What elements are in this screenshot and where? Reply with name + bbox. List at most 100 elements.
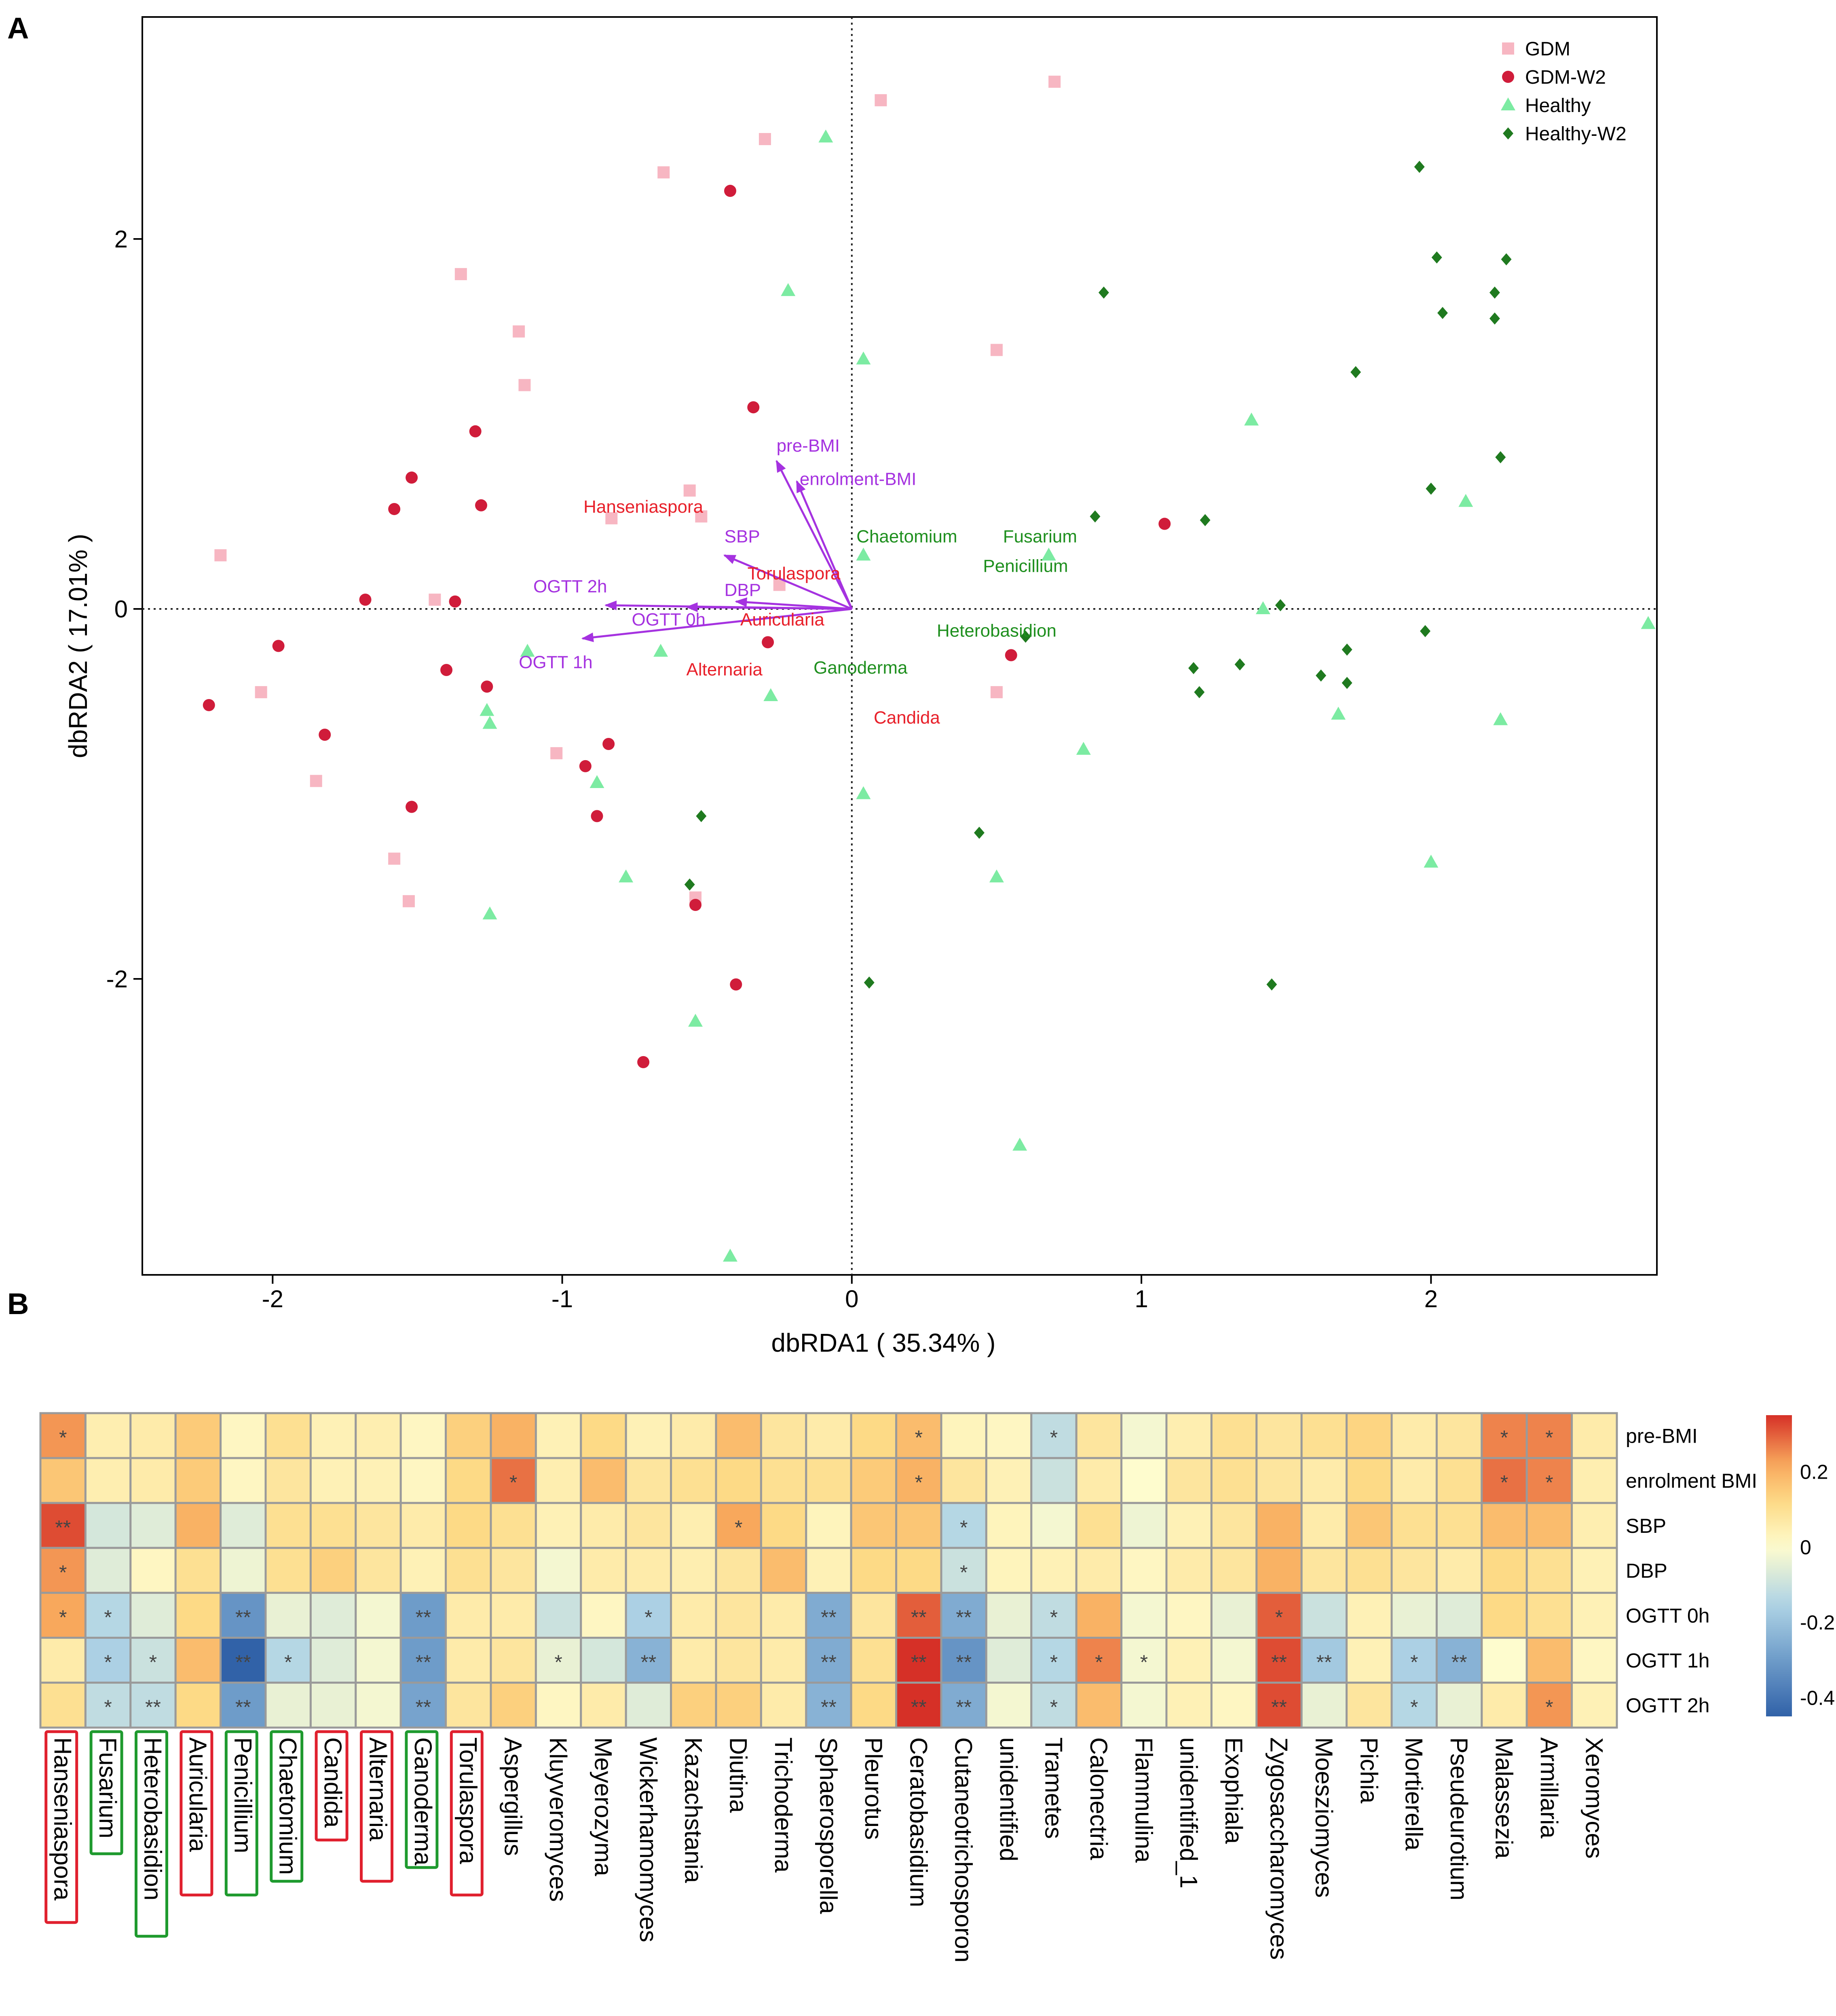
data-point <box>864 976 875 989</box>
data-point <box>591 810 603 822</box>
data-point <box>1331 706 1346 720</box>
heatmap-cell <box>174 1682 222 1729</box>
legend-marker <box>1501 97 1515 110</box>
significance-mark: * <box>1140 1651 1148 1674</box>
data-point <box>875 94 887 106</box>
heatmap-cell <box>940 1457 987 1504</box>
data-point <box>1342 677 1352 689</box>
heatmap-cell <box>805 1502 852 1549</box>
heatmap-cell <box>1030 1412 1078 1459</box>
column-label: Sphaerosporella <box>815 1737 842 1915</box>
heatmap-cell <box>985 1682 1033 1729</box>
heatmap-cell <box>264 1682 312 1729</box>
heatmap-cell <box>1481 1682 1528 1729</box>
column-label: Ganoderma <box>410 1737 437 1866</box>
heatmap-cell <box>1390 1591 1438 1639</box>
data-point <box>310 775 322 787</box>
heatmap-cell <box>220 1637 267 1684</box>
x-tick-label: 0 <box>845 1285 858 1312</box>
heatmap-cell <box>355 1682 402 1729</box>
heatmap-cell <box>1571 1502 1618 1549</box>
heatmap-cell <box>535 1591 582 1639</box>
series-healthy-w2 <box>684 161 1512 991</box>
data-point <box>481 680 493 693</box>
heatmap-cell <box>1435 1412 1483 1459</box>
heatmap-cell <box>264 1591 312 1639</box>
legend-marker <box>1503 127 1513 139</box>
heatmap-cell <box>1210 1591 1258 1639</box>
heatmap-cell <box>1120 1591 1168 1639</box>
column-label: Chaetomium <box>275 1737 302 1875</box>
heatmap-cell <box>1481 1502 1528 1549</box>
column-label: Malassezia <box>1491 1737 1518 1859</box>
significance-mark: ** <box>1316 1651 1332 1674</box>
heatmap-cell <box>445 1637 492 1684</box>
heatmap-cell <box>174 1547 222 1594</box>
data-point <box>1426 482 1437 495</box>
heatmap-cell <box>1300 1682 1348 1729</box>
vector-label: enrolment-BMI <box>800 469 917 489</box>
heatmap-cell <box>580 1637 627 1684</box>
heatmap-cell <box>1075 1502 1123 1549</box>
column-label: Aspergillus <box>500 1737 527 1856</box>
heatmap-cell <box>1571 1591 1618 1639</box>
heatmap-cell <box>535 1502 582 1549</box>
data-point <box>1493 712 1508 725</box>
heatmap-cell <box>1481 1591 1528 1639</box>
vector-label: SBP <box>725 526 760 546</box>
data-point <box>1098 286 1109 299</box>
significance-mark: * <box>915 1426 923 1449</box>
data-point <box>1342 643 1352 656</box>
heatmap-cell <box>1346 1682 1393 1729</box>
data-point <box>589 775 604 788</box>
heatmap-cell <box>445 1591 492 1639</box>
vector-arrow <box>604 600 852 611</box>
data-point <box>255 686 267 698</box>
data-point <box>856 786 871 799</box>
heatmap-cell <box>850 1502 898 1549</box>
heatmap-cell <box>535 1682 582 1729</box>
column-label: Xeromyces <box>1580 1737 1608 1859</box>
significance-mark: ** <box>956 1606 972 1629</box>
column-label: Hanseniaspora <box>49 1737 76 1901</box>
heatmap-cell <box>1390 1682 1438 1729</box>
genus-label: Chaetomium <box>856 526 957 546</box>
heatmap-cell <box>309 1682 357 1729</box>
column-label: Mortierella <box>1401 1737 1428 1851</box>
heatmap-cell <box>490 1591 537 1639</box>
heatmap-cell <box>355 1412 402 1459</box>
panel-label-b: B <box>7 1287 29 1321</box>
heatmap-cell <box>1255 1457 1303 1504</box>
series-gdm-w2 <box>203 185 1171 1068</box>
data-point <box>689 899 702 911</box>
y-tick-label: 2 <box>114 226 128 253</box>
legend-label: Healthy <box>1525 95 1591 116</box>
significance-mark: * <box>1500 1426 1508 1449</box>
heatmap-cell <box>1030 1682 1078 1729</box>
heatmap-cell <box>1390 1547 1438 1594</box>
heatmap-cell <box>1165 1591 1213 1639</box>
heatmap-cell <box>399 1412 447 1459</box>
heatmap-cell <box>220 1457 267 1504</box>
heatmap-cell <box>490 1637 537 1684</box>
significance-mark: * <box>1095 1651 1103 1674</box>
data-point <box>696 810 707 822</box>
heatmap-cell <box>399 1682 447 1729</box>
heatmap-cell <box>940 1637 987 1684</box>
significance-mark: ** <box>911 1696 927 1718</box>
heatmap-cell <box>1571 1637 1618 1684</box>
heatmap-cell <box>1571 1547 1618 1594</box>
heatmap-cell <box>1481 1412 1528 1459</box>
data-point <box>730 978 742 991</box>
heatmap-cell <box>580 1502 627 1549</box>
genus-label: Ganoderma <box>813 658 908 678</box>
heatmap-cell <box>1300 1457 1348 1504</box>
heatmap-cell <box>355 1502 402 1549</box>
heatmap-cell <box>309 1547 357 1594</box>
heatmap-cell <box>129 1547 177 1594</box>
significance-mark: ** <box>956 1651 972 1674</box>
heatmap-cell <box>1346 1457 1393 1504</box>
data-point <box>605 512 618 524</box>
heatmap-cell <box>1390 1412 1438 1459</box>
significance-mark: * <box>104 1651 112 1674</box>
